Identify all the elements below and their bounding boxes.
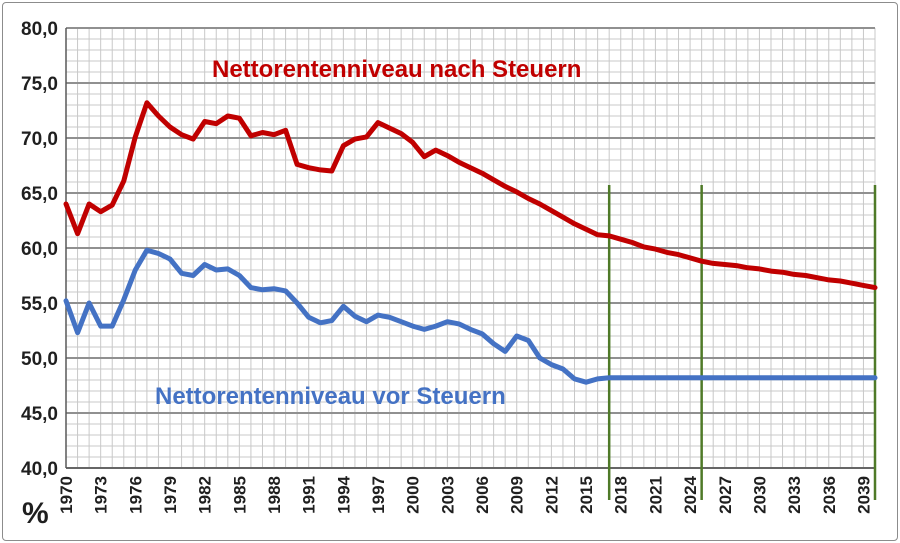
- x-tick-label: 2021: [646, 476, 665, 514]
- y-tick-label: 40,0: [21, 459, 58, 480]
- y-tick-label: 60,0: [21, 239, 58, 260]
- y-tick-label: 70,0: [21, 129, 58, 150]
- x-tick-label: 1988: [265, 476, 284, 514]
- x-tick-label: 2027: [716, 476, 735, 514]
- y-tick-label: 50,0: [21, 349, 58, 370]
- x-tick-label: 2024: [681, 475, 700, 513]
- x-tick-label: 1979: [161, 476, 180, 514]
- x-tick-label: 2000: [404, 476, 423, 514]
- x-tick-label: 2012: [542, 476, 561, 514]
- x-axis-tick-labels: 1970 1973 1976 1979 1982 1985 1988 1991 1994 1997…: [57, 475, 873, 513]
- series-line-before-tax: [63, 247, 878, 385]
- x-tick-label: 2036: [820, 476, 839, 514]
- x-tick-label: 1991: [300, 476, 319, 514]
- y-tick-label: 80,0: [21, 19, 58, 40]
- x-tick-label: 1973: [92, 476, 111, 514]
- x-tick-label: 1976: [126, 476, 145, 514]
- y-tick-label: 75,0: [21, 74, 58, 95]
- y-tick-label: 65,0: [21, 184, 58, 205]
- x-tick-label: 2039: [854, 476, 873, 514]
- vertical-markers: [607, 185, 877, 500]
- x-tick-label: 1997: [369, 476, 388, 514]
- axes: [65, 28, 875, 469]
- x-tick-label: 1985: [230, 476, 249, 514]
- y-axis-tick-labels: 40,0 45,0 50,0 55,0 60,0 65,0 70,0 75,0 80,0: [21, 19, 58, 480]
- x-tick-label: 1994: [334, 475, 353, 513]
- x-tick-label: 2015: [577, 476, 596, 514]
- x-tick-label: 2033: [785, 476, 804, 514]
- x-tick-label: 2030: [750, 476, 769, 514]
- x-tick-label: 1970: [57, 476, 76, 514]
- series-lines: [63, 100, 878, 385]
- x-tick-label: 1982: [196, 476, 215, 514]
- x-tick-label: 2018: [612, 476, 631, 514]
- series-label-after-tax: Nettorentenniveau nach Steuern: [212, 56, 581, 83]
- x-tick-label: 2003: [438, 476, 457, 514]
- y-tick-label: 45,0: [21, 404, 58, 425]
- x-tick-label: 2009: [508, 476, 527, 514]
- series-label-before-tax: Nettorentenniveau vor Steuern: [155, 383, 506, 410]
- x-tick-label: 2006: [473, 476, 492, 514]
- y-tick-label: 55,0: [21, 294, 58, 315]
- y-axis-unit-label: %: [22, 497, 49, 530]
- series-line-after-tax: [63, 100, 878, 291]
